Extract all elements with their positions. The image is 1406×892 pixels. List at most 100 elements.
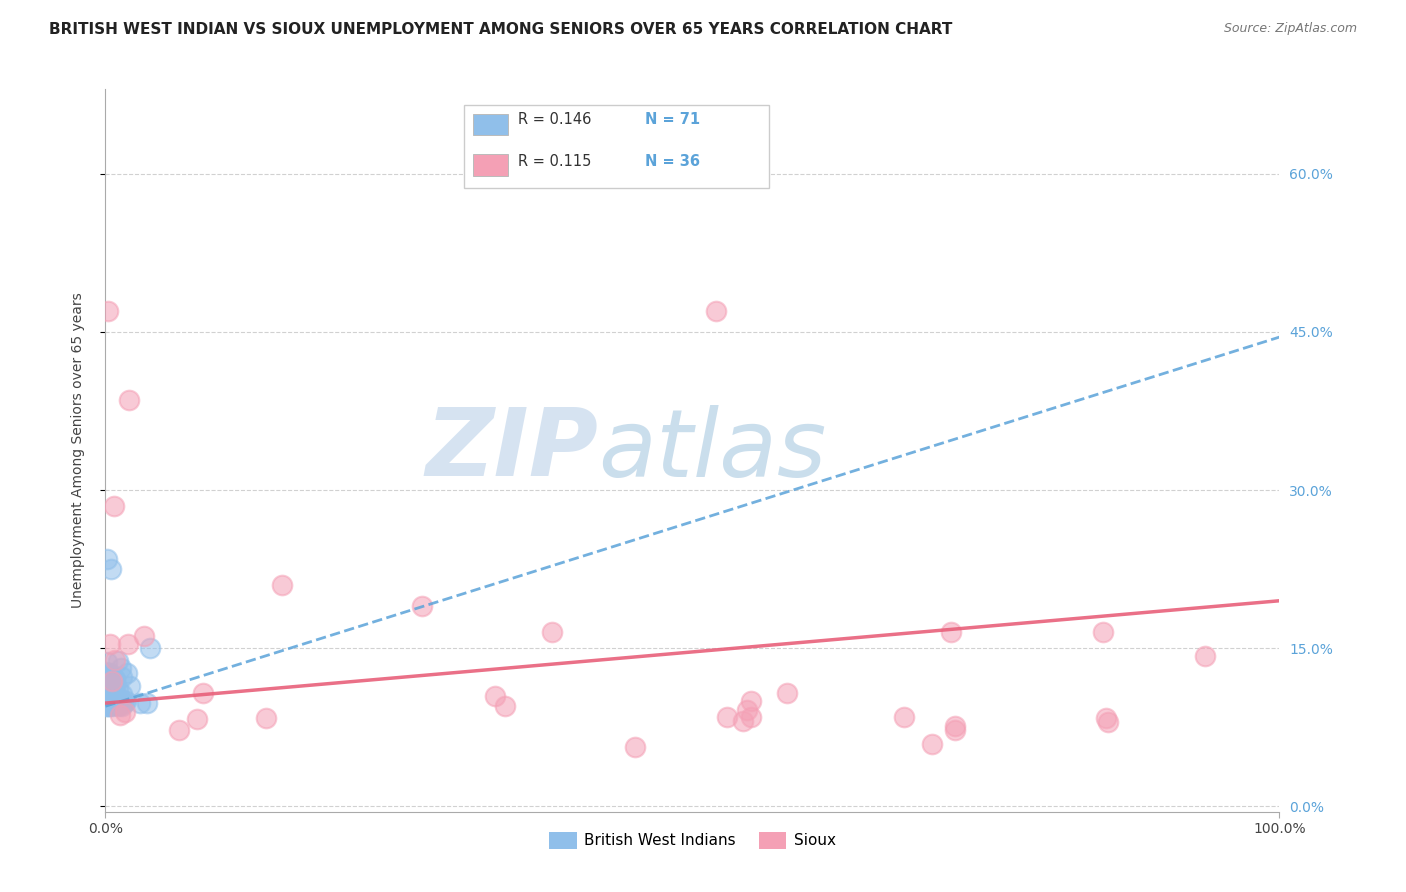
Point bbox=[114, 696, 136, 710]
Point bbox=[94, 684, 117, 698]
Point bbox=[101, 696, 124, 710]
Point bbox=[97, 681, 120, 696]
Point bbox=[96, 551, 118, 566]
Point bbox=[115, 666, 138, 681]
Point bbox=[737, 703, 759, 717]
Point bbox=[624, 740, 647, 755]
Point bbox=[117, 637, 139, 651]
Point bbox=[96, 690, 118, 704]
Point bbox=[893, 710, 915, 724]
Text: N = 71: N = 71 bbox=[645, 112, 700, 128]
Point bbox=[101, 698, 124, 713]
Point bbox=[101, 673, 124, 688]
Point bbox=[108, 698, 131, 713]
Text: BRITISH WEST INDIAN VS SIOUX UNEMPLOYMENT AMONG SENIORS OVER 65 YEARS CORRELATIO: BRITISH WEST INDIAN VS SIOUX UNEMPLOYMEN… bbox=[49, 22, 953, 37]
Point bbox=[115, 694, 138, 708]
Point bbox=[108, 697, 131, 711]
Point bbox=[107, 681, 129, 696]
Point bbox=[101, 695, 124, 709]
Point bbox=[104, 672, 127, 686]
Point bbox=[96, 699, 118, 714]
Point bbox=[96, 655, 118, 669]
Point bbox=[100, 690, 122, 705]
Point bbox=[1194, 649, 1216, 664]
Point bbox=[1097, 714, 1119, 729]
Point bbox=[110, 692, 132, 706]
Point bbox=[139, 640, 162, 655]
Point bbox=[740, 694, 762, 708]
Point bbox=[98, 697, 121, 711]
Point bbox=[100, 687, 122, 701]
Legend: British West Indians, Sioux: British West Indians, Sioux bbox=[543, 826, 842, 855]
Point bbox=[101, 699, 124, 714]
Point bbox=[96, 698, 118, 713]
Point bbox=[97, 303, 120, 318]
Point bbox=[270, 578, 292, 592]
Point bbox=[97, 697, 120, 711]
Point bbox=[110, 661, 132, 675]
Text: N = 36: N = 36 bbox=[645, 154, 700, 169]
Point bbox=[939, 625, 962, 640]
Point bbox=[943, 723, 966, 738]
Point bbox=[96, 676, 118, 690]
FancyBboxPatch shape bbox=[464, 105, 769, 188]
Point bbox=[98, 698, 121, 713]
Point bbox=[96, 695, 118, 709]
Text: R = 0.146: R = 0.146 bbox=[517, 112, 591, 128]
Point bbox=[740, 710, 762, 724]
Point bbox=[120, 679, 142, 693]
Point bbox=[111, 670, 134, 684]
Point bbox=[118, 393, 141, 408]
Point bbox=[96, 698, 118, 712]
Point bbox=[103, 682, 125, 697]
Point bbox=[98, 682, 121, 697]
FancyBboxPatch shape bbox=[472, 154, 508, 176]
Point bbox=[101, 694, 124, 708]
Point bbox=[114, 705, 136, 719]
FancyBboxPatch shape bbox=[472, 114, 508, 136]
Point bbox=[104, 679, 127, 693]
Point bbox=[98, 671, 121, 685]
Point bbox=[103, 499, 125, 513]
Point bbox=[97, 690, 120, 704]
Point bbox=[254, 711, 277, 725]
Point bbox=[540, 625, 562, 640]
Point bbox=[94, 665, 117, 679]
Point bbox=[128, 696, 150, 710]
Point bbox=[97, 673, 120, 687]
Point bbox=[107, 698, 129, 713]
Point bbox=[94, 673, 117, 688]
Point bbox=[186, 712, 208, 726]
Point bbox=[731, 714, 754, 728]
Point bbox=[704, 303, 727, 318]
Point bbox=[100, 673, 122, 688]
Point bbox=[101, 675, 124, 690]
Text: atlas: atlas bbox=[599, 405, 827, 496]
Point bbox=[107, 696, 129, 710]
Point bbox=[100, 673, 122, 688]
Point bbox=[111, 698, 134, 713]
Point bbox=[111, 687, 134, 701]
Text: R = 0.115: R = 0.115 bbox=[517, 154, 591, 169]
Point bbox=[101, 675, 124, 690]
Point bbox=[943, 718, 966, 732]
Text: ZIP: ZIP bbox=[426, 404, 599, 497]
Y-axis label: Unemployment Among Seniors over 65 years: Unemployment Among Seniors over 65 years bbox=[70, 293, 84, 608]
Point bbox=[107, 654, 129, 668]
Point bbox=[104, 690, 127, 705]
Point bbox=[921, 738, 943, 752]
Point bbox=[100, 679, 122, 693]
Point bbox=[107, 697, 129, 711]
Point bbox=[100, 666, 122, 681]
Point bbox=[103, 687, 125, 701]
Point bbox=[716, 710, 738, 724]
Point bbox=[494, 698, 516, 713]
Point bbox=[98, 689, 121, 703]
Point bbox=[108, 708, 131, 723]
Point bbox=[411, 599, 433, 613]
Point bbox=[776, 686, 799, 700]
Point bbox=[191, 686, 214, 700]
Point bbox=[100, 562, 122, 576]
Point bbox=[104, 690, 127, 704]
Point bbox=[134, 629, 156, 643]
